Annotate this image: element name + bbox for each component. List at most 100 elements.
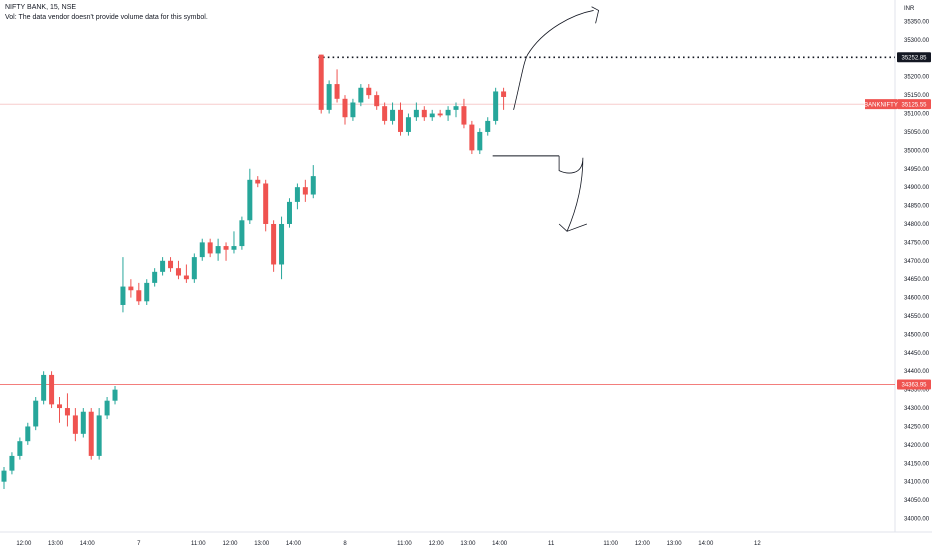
candle-body bbox=[318, 54, 324, 110]
y-tick-label: 34950.00 bbox=[904, 167, 930, 173]
x-tick-label: 14:00 bbox=[286, 541, 302, 547]
candle-body bbox=[144, 282, 150, 302]
candle-body bbox=[152, 271, 158, 283]
x-tick-label: 14:00 bbox=[80, 541, 96, 547]
candle-body bbox=[104, 400, 110, 416]
candle-body bbox=[485, 120, 491, 132]
resistance-price-tag-bg bbox=[897, 52, 931, 63]
breakout-arrow-up bbox=[513, 10, 594, 110]
candle-body bbox=[1, 470, 7, 482]
candle-body bbox=[17, 441, 23, 456]
candle-body bbox=[207, 242, 213, 254]
candle-body bbox=[294, 187, 300, 202]
candle-body bbox=[366, 87, 372, 96]
y-tick-label: 34850.00 bbox=[904, 204, 930, 210]
x-tick-label: 11 bbox=[548, 541, 555, 547]
y-tick-label: 35350.00 bbox=[904, 20, 930, 26]
last-price-tag-symbol: BANKNIFTY bbox=[864, 102, 898, 108]
candle-body bbox=[310, 176, 316, 195]
y-tick-label: 34300.00 bbox=[904, 406, 930, 412]
candle-body bbox=[168, 260, 174, 269]
x-tick-label: 7 bbox=[137, 541, 141, 547]
candle-body bbox=[382, 106, 388, 121]
candle-body bbox=[120, 286, 126, 305]
candle-body bbox=[493, 91, 499, 121]
y-tick-label: 34200.00 bbox=[904, 443, 930, 449]
candle-body bbox=[72, 415, 78, 434]
candle-body bbox=[413, 109, 419, 118]
support-price-tag: 34363.95 bbox=[901, 383, 927, 389]
y-tick-label: 34450.00 bbox=[904, 351, 930, 357]
arrow-head-up bbox=[591, 6, 600, 24]
candle-body bbox=[437, 113, 443, 116]
candle-body bbox=[429, 113, 435, 118]
candle-body bbox=[405, 117, 411, 132]
candle-body bbox=[302, 187, 308, 195]
arrow-head-down bbox=[558, 223, 587, 232]
x-tick-label: 8 bbox=[343, 541, 347, 547]
candle-body bbox=[477, 131, 483, 151]
y-tick-label: 34500.00 bbox=[904, 332, 930, 338]
candle-body bbox=[64, 408, 70, 416]
candle-body bbox=[41, 374, 47, 401]
last-price-tag: 35125.55 bbox=[901, 102, 927, 108]
x-tick-label: 12 bbox=[754, 541, 761, 547]
candle-body bbox=[239, 220, 245, 247]
x-tick-label: 13:00 bbox=[460, 541, 476, 547]
y-tick-label: 35100.00 bbox=[904, 112, 930, 118]
candle-body bbox=[96, 415, 102, 456]
x-tick-label: 12:00 bbox=[635, 541, 651, 547]
candle-body bbox=[25, 426, 31, 442]
candle-body bbox=[326, 84, 332, 110]
last-price-tag-bg bbox=[897, 99, 931, 110]
y-tick-label: 34050.00 bbox=[904, 498, 930, 504]
candle-body bbox=[445, 109, 451, 116]
chart-title: NIFTY BANK, 15, NSE bbox=[5, 4, 77, 11]
breakdown-arrow-down bbox=[558, 155, 584, 232]
candle-body bbox=[136, 290, 142, 302]
y-tick-label: 34600.00 bbox=[904, 296, 930, 302]
y-tick-label: 34250.00 bbox=[904, 424, 930, 430]
candle-body bbox=[247, 179, 253, 221]
y-tick-label: 34150.00 bbox=[904, 461, 930, 467]
candle-body bbox=[342, 98, 348, 118]
candle-body bbox=[49, 374, 55, 405]
y-tick-label: 34100.00 bbox=[904, 480, 930, 486]
volume-note: Vol: The data vendor doesn't provide vol… bbox=[5, 14, 208, 21]
candle-body bbox=[279, 223, 285, 265]
candle-body bbox=[9, 455, 15, 471]
x-tick-label: 14:00 bbox=[698, 541, 714, 547]
candle-body bbox=[175, 268, 181, 276]
candle-body bbox=[271, 223, 277, 265]
y-tick-label: 34700.00 bbox=[904, 259, 930, 265]
y-tick-label: 35050.00 bbox=[904, 130, 930, 136]
last-price-tag-symbol-bg bbox=[865, 99, 897, 110]
candle-body bbox=[223, 246, 229, 250]
candle-body bbox=[390, 109, 396, 121]
candle-body bbox=[374, 95, 380, 107]
candle-body bbox=[421, 109, 427, 118]
x-tick-label: 13:00 bbox=[48, 541, 64, 547]
y-tick-label: 34650.00 bbox=[904, 277, 930, 283]
x-tick-label: 12:00 bbox=[16, 541, 32, 547]
candle-body bbox=[350, 102, 356, 118]
x-tick-label: 14:00 bbox=[492, 541, 508, 547]
x-tick-label: 11:00 bbox=[603, 541, 618, 547]
candle-body bbox=[334, 84, 340, 99]
candle-body bbox=[160, 260, 166, 272]
candle-body bbox=[112, 389, 118, 401]
candle-body bbox=[57, 404, 63, 409]
currency-label: INR bbox=[904, 6, 915, 12]
candle-body bbox=[231, 246, 237, 250]
y-tick-label: 34800.00 bbox=[904, 222, 930, 228]
y-tick-label: 34550.00 bbox=[904, 314, 930, 320]
x-tick-label: 12:00 bbox=[429, 541, 445, 547]
candle-body bbox=[286, 201, 292, 224]
candle-body bbox=[191, 257, 197, 280]
y-tick-label: 34350.00 bbox=[904, 388, 930, 394]
candle-body bbox=[255, 179, 261, 184]
candle-body bbox=[358, 87, 364, 103]
candle-body bbox=[501, 91, 507, 97]
y-tick-label: 35300.00 bbox=[904, 38, 930, 44]
